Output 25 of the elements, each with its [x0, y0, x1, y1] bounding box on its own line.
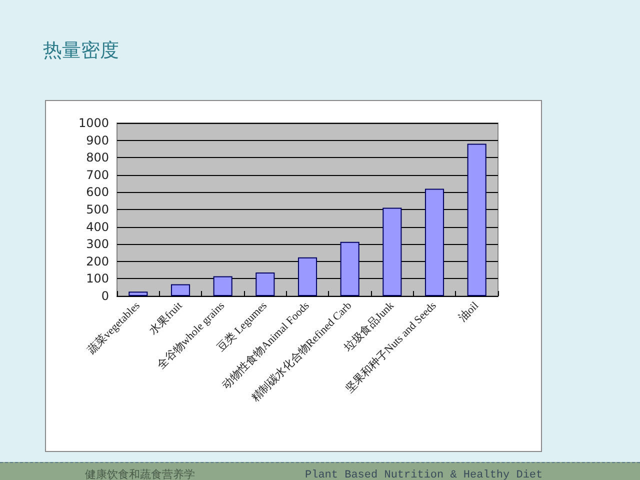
x-tick-label: 水果fruit	[146, 299, 185, 338]
y-tick-label: 300	[86, 237, 109, 252]
text: Plant Based Nutrition & Healthy Diet	[305, 470, 543, 480]
y-tick-label: 1000	[78, 116, 109, 130]
bar	[128, 292, 148, 296]
y-tick-label: 800	[86, 150, 109, 165]
bar	[170, 284, 190, 296]
y-tick-label: 700	[86, 168, 109, 182]
bar	[340, 242, 360, 296]
y-tick-label: 100	[86, 272, 109, 286]
y-tick-label: 900	[86, 133, 109, 148]
x-tick-label: 油oil	[456, 299, 482, 324]
y-tick-label: 400	[86, 220, 109, 234]
y-tick-label: 600	[86, 185, 109, 200]
chart-title: 热量密度	[43, 40, 119, 62]
bar	[298, 257, 318, 296]
y-tick-label: 0	[101, 289, 109, 303]
y-tick-label: 200	[86, 254, 109, 268]
y-tick-label: 500	[86, 202, 109, 216]
bar	[467, 144, 486, 296]
text: 健康饮食和蔬食营养学	[85, 468, 195, 480]
bar	[382, 208, 402, 296]
bar	[424, 188, 444, 296]
bar	[213, 276, 232, 296]
bar	[256, 272, 275, 296]
